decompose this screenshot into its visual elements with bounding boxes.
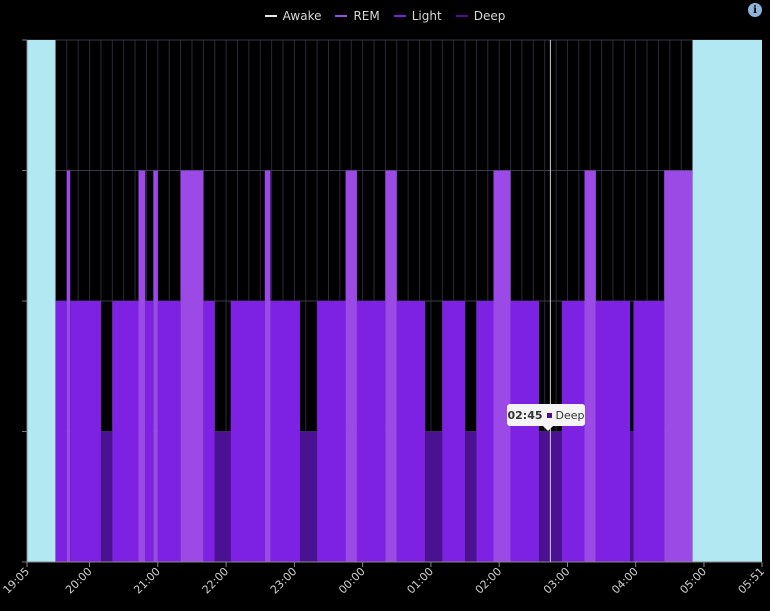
legend-label: Deep xyxy=(473,9,506,23)
legend-item-deep[interactable]: Deep xyxy=(455,6,506,26)
segment-light xyxy=(476,301,494,562)
legend-item-rem[interactable]: REM xyxy=(335,6,380,26)
x-tick-label: 23:00 xyxy=(268,565,300,597)
segment-awake xyxy=(692,40,762,562)
segment-rem xyxy=(345,170,357,562)
segment-deep xyxy=(630,431,634,562)
legend-label: Awake xyxy=(282,9,322,23)
x-tick-label: 02:00 xyxy=(473,565,505,597)
segment-deep xyxy=(214,431,231,562)
legend-swatch xyxy=(264,15,277,17)
segment-light xyxy=(510,301,539,562)
tooltip-time: 02:45 xyxy=(507,408,543,422)
segment-light xyxy=(230,301,265,562)
legend-swatch xyxy=(335,15,348,17)
segment-light xyxy=(595,301,631,562)
segment-light xyxy=(356,301,386,562)
legend-item-light[interactable]: Light xyxy=(393,6,442,26)
segment-rem xyxy=(584,170,596,562)
legend-item-awake[interactable]: Awake xyxy=(264,6,322,26)
x-tick-label: 00:00 xyxy=(336,565,368,597)
x-tick-label: 04:00 xyxy=(609,565,641,597)
segment-rem xyxy=(493,170,511,562)
x-tick-label: 03:00 xyxy=(541,565,573,597)
x-tick-label: 05:00 xyxy=(677,565,709,597)
x-tick-label: 19:05 xyxy=(1,565,33,597)
segment-deep xyxy=(300,431,318,562)
segment-rem xyxy=(664,170,693,562)
legend: Awake REM Light Deep xyxy=(0,6,770,26)
segment-light xyxy=(203,301,215,562)
info-icon[interactable]: i xyxy=(748,3,762,17)
segment-light xyxy=(112,301,139,562)
segment-light xyxy=(317,301,346,562)
chart-tooltip: 02:45 Deep xyxy=(507,404,585,431)
segment-awake xyxy=(27,40,56,562)
segment-light xyxy=(70,301,101,562)
segment-deep xyxy=(100,431,113,562)
x-tick-label: 20:00 xyxy=(63,565,95,597)
segment-rem xyxy=(385,170,397,562)
x-tick-label: 21:00 xyxy=(131,565,163,597)
segment-light xyxy=(561,301,585,562)
segment-light xyxy=(55,301,67,562)
segment-light xyxy=(633,301,665,562)
legend-label: REM xyxy=(353,9,380,23)
segment-light xyxy=(396,301,426,562)
segment-rem xyxy=(153,170,158,562)
legend-swatch xyxy=(455,15,468,17)
segment-rem xyxy=(180,170,204,562)
segment-rem xyxy=(66,170,71,562)
segment-deep xyxy=(465,431,477,562)
x-tick-label: 05:51 xyxy=(736,565,768,597)
segment-light xyxy=(442,301,466,562)
segment-deep xyxy=(425,431,443,562)
tooltip-stage: Deep xyxy=(555,408,585,422)
legend-swatch xyxy=(393,15,406,17)
x-tick-label: 01:00 xyxy=(404,565,436,597)
tooltip-swatch xyxy=(546,412,552,418)
segment-rem xyxy=(138,170,146,562)
segment-light xyxy=(157,301,181,562)
segment-light xyxy=(145,301,154,562)
legend-label: Light xyxy=(411,9,442,23)
x-tick-label: 22:00 xyxy=(200,565,232,597)
segment-light xyxy=(270,301,301,562)
segment-rem xyxy=(264,170,271,562)
